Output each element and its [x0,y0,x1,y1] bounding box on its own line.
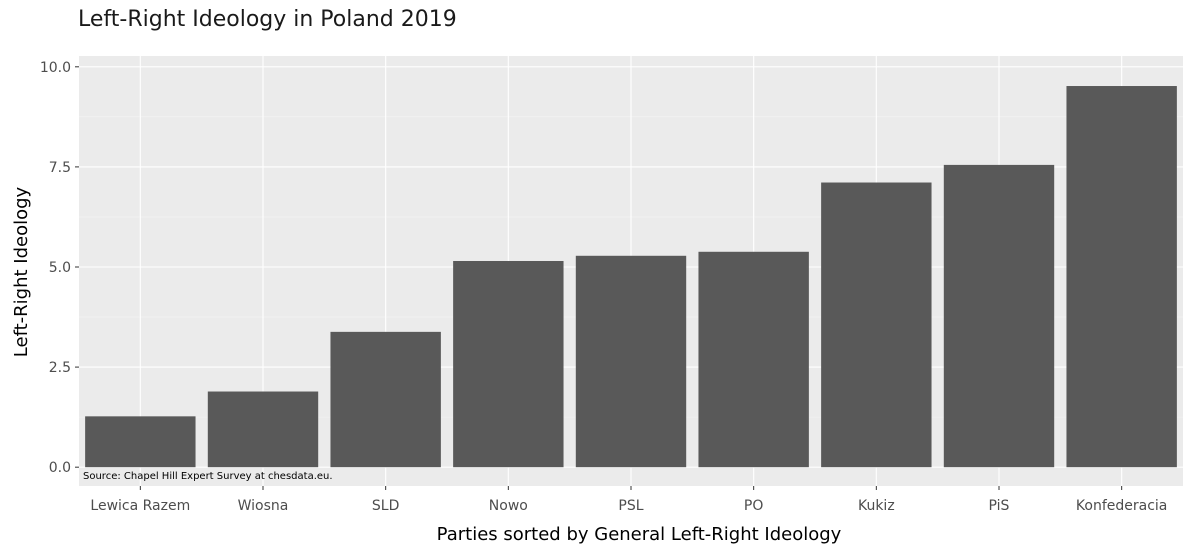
x-axis-title: Parties sorted by General Left-Right Ide… [437,524,842,545]
x-tick-label: Kukiz [858,498,895,514]
y-axis: 0.0 2.5 5.0 7.5 10.0 [40,60,79,476]
bar-kukiz [821,182,932,468]
y-tick-label: 7.5 [49,160,71,176]
x-tick-label: Wiosna [238,498,289,514]
x-tick-label: Nowo [489,498,528,514]
bar-sld [330,331,441,468]
x-tick-label: PSL [618,498,643,514]
y-tick-label: 2.5 [49,360,71,376]
source-annotation: Source: Chapel Hill Expert Survey at che… [83,471,333,482]
chart-title: Left-Right Ideology in Poland 2019 [78,7,457,32]
x-tick-label: PiS [989,498,1010,514]
bar-nowo [453,260,564,468]
y-axis-title: Left-Right Ideology [11,186,32,357]
bar-pis [943,164,1055,468]
x-tick-label: Konfederacia [1076,498,1167,514]
x-tick-label: Lewica Razem [90,498,190,514]
x-tick-label: SLD [372,498,399,514]
bars-group [85,86,1177,468]
bar-wiosna [207,391,319,468]
x-tick-label: PO [744,498,763,514]
bar-po [698,251,809,468]
bar-lewica-razem [85,416,196,468]
bar-psl [575,255,687,468]
x-axis: Lewica Razem Wiosna SLD Nowo PSL PO Kukiz PiS Ko… [90,486,1167,514]
y-tick-label: 0.0 [49,460,71,476]
y-tick-label: 5.0 [49,260,71,276]
bar-konfederacia [1066,86,1177,468]
y-tick-label: 10.0 [40,60,71,76]
